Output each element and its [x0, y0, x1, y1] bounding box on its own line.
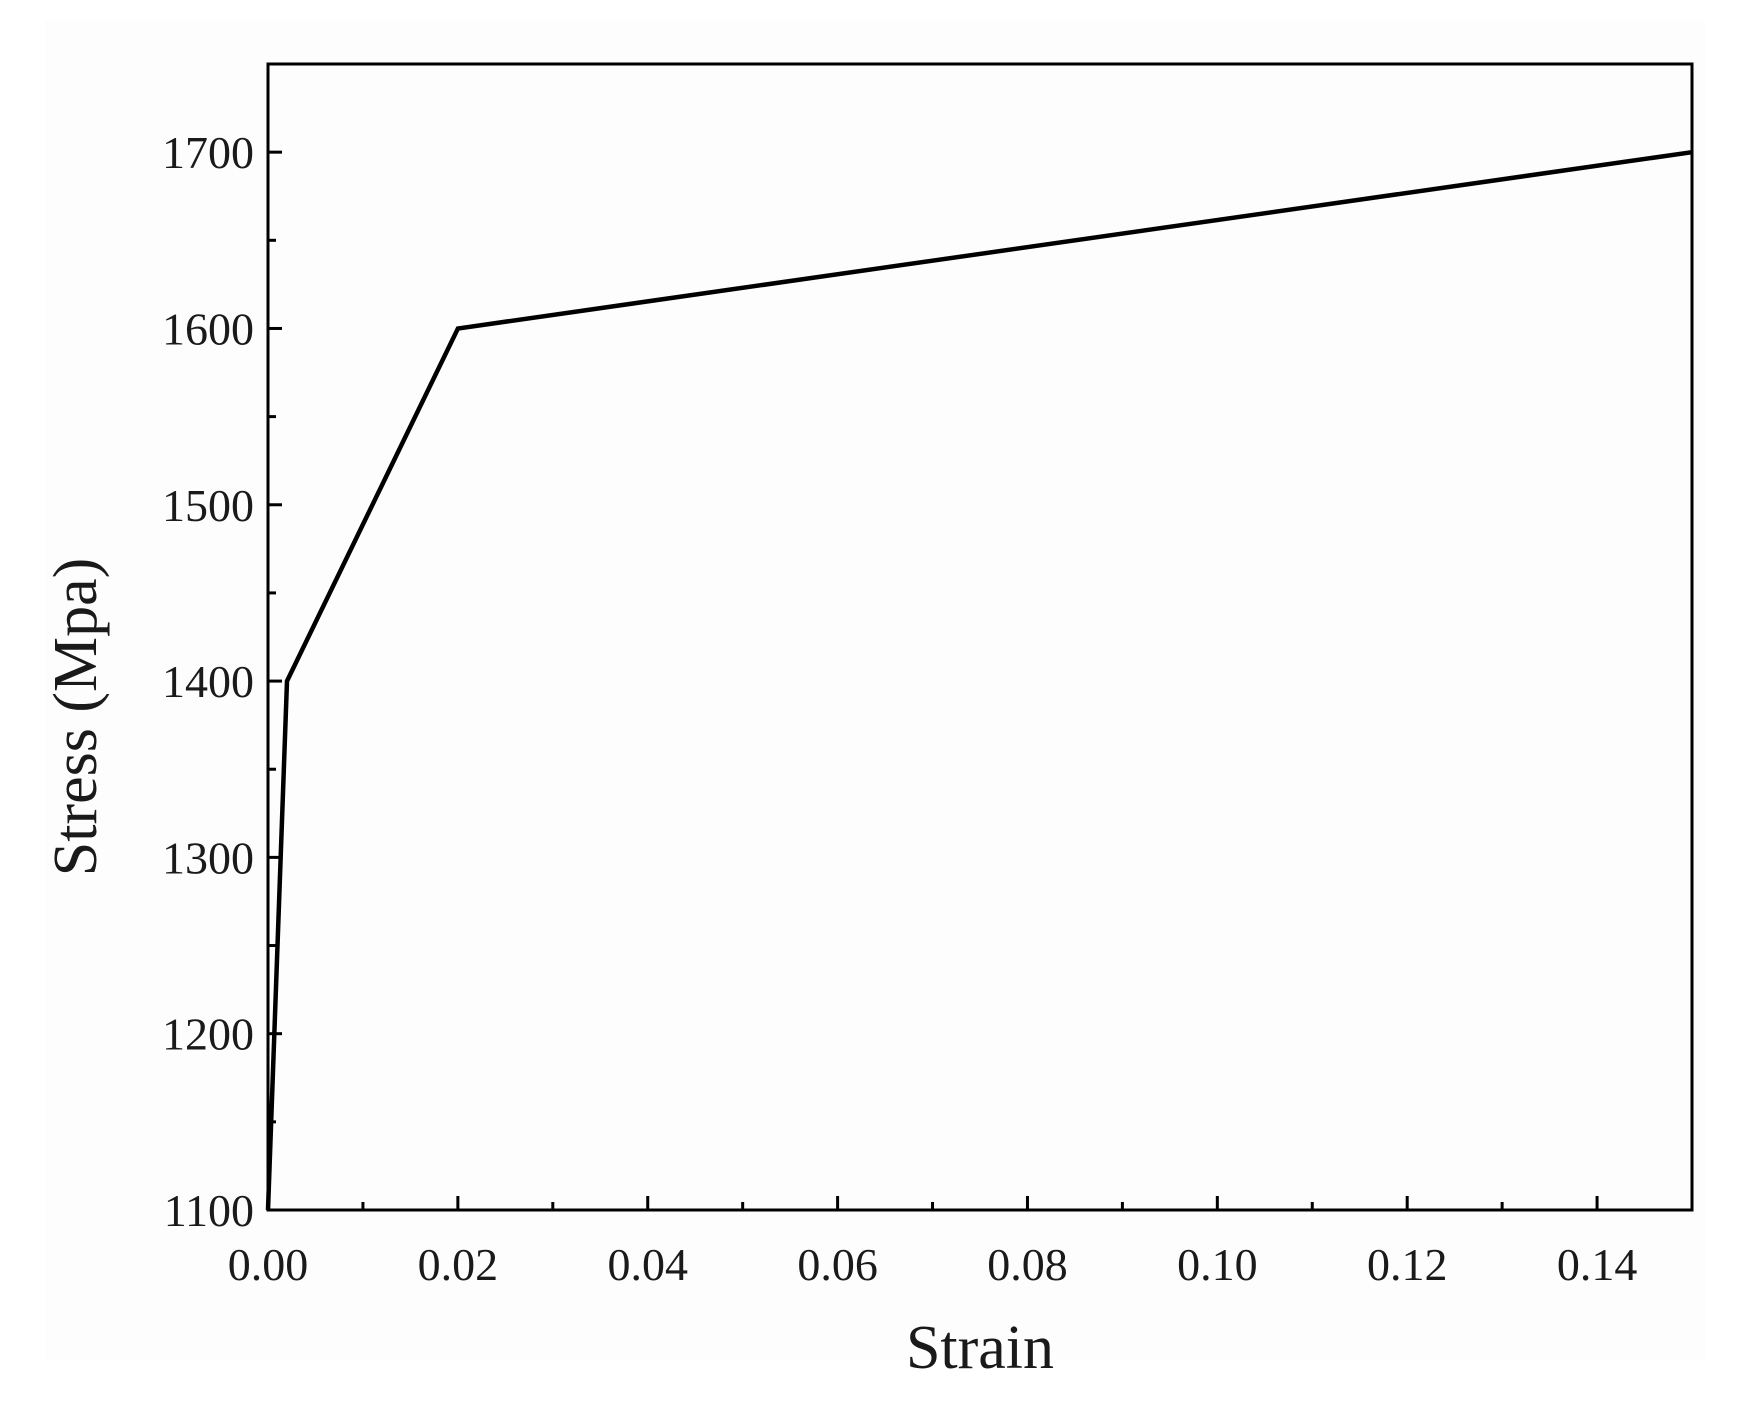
y-tick-label: 1300: [162, 832, 254, 883]
x-tick-label: 0.02: [418, 1239, 499, 1290]
x-axis-title: Strain: [906, 1314, 1054, 1382]
plot-frame: [266, 62, 1694, 1212]
x-tick-label: 0.10: [1177, 1239, 1258, 1290]
x-tick-label: 0.12: [1367, 1239, 1448, 1290]
x-tick-label: 0.06: [797, 1239, 878, 1290]
plot-background: [45, 20, 1705, 1360]
x-tick-label: 0.04: [607, 1239, 688, 1290]
x-tick-label: 0.00: [228, 1239, 309, 1290]
x-major-ticks: [266, 1196, 1599, 1210]
y-tick-label: 1400: [162, 656, 254, 707]
y-tick-label: 1200: [162, 1009, 254, 1060]
y-tick-label: 1500: [162, 480, 254, 531]
x-tick-label: 0.14: [1557, 1239, 1638, 1290]
series-line: [265, 149, 1693, 1211]
y-tick-labels: 1100 1200 1300 1400 1500 1600 1700: [162, 127, 254, 1236]
y-axis-title: Stress (Mpa): [42, 558, 110, 877]
x-tick-labels: 0.00 0.02 0.04 0.06 0.08 0.10 0.12 0.14: [228, 1239, 1638, 1290]
x-tick-label: 0.08: [987, 1239, 1068, 1290]
y-tick-label: 1600: [162, 303, 254, 354]
y-tick-label: 1100: [164, 1185, 254, 1236]
y-tick-label: 1700: [162, 127, 254, 178]
series-layer: [265, 149, 1693, 1211]
